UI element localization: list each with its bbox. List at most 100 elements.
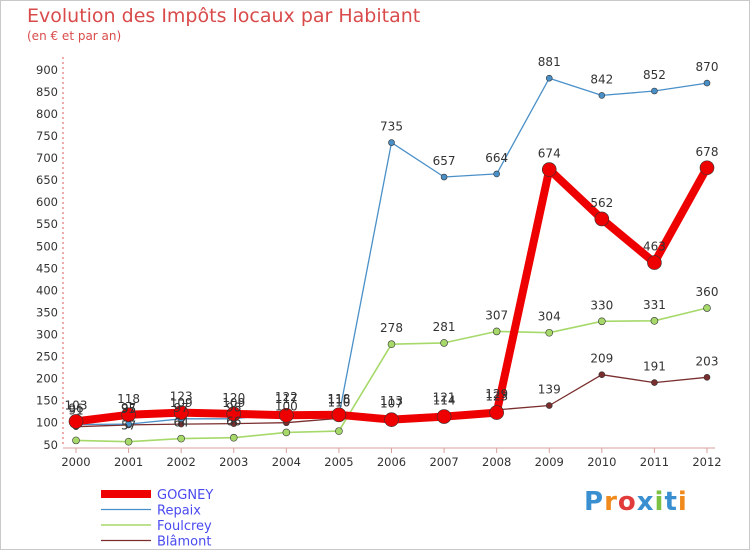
series-layer — [68, 74, 715, 446]
x-tick-label: 2006 — [377, 455, 406, 469]
logo-letter: P — [584, 487, 605, 517]
data-point — [703, 304, 711, 312]
data-label: 360 — [696, 285, 719, 299]
data-point — [121, 407, 136, 423]
y-tick-label: 500 — [36, 239, 58, 253]
y-tick-label: 400 — [36, 283, 58, 297]
data-label: 109 — [170, 396, 193, 410]
data-point — [598, 371, 606, 378]
data-label: 139 — [538, 383, 561, 397]
x-tick-label: 2012 — [692, 455, 721, 469]
data-point — [387, 340, 396, 349]
data-point — [489, 405, 504, 420]
data-label: 463 — [643, 240, 666, 254]
y-tick-label: 150 — [36, 394, 58, 408]
y-tick-label: 300 — [36, 328, 58, 342]
data-label: 191 — [643, 360, 666, 374]
x-tick-label: 2002 — [167, 455, 196, 469]
legend-label: GOGNEY — [157, 488, 213, 503]
logo-letter: x — [636, 487, 655, 517]
data-point — [440, 173, 448, 181]
x-tick-label: 2003 — [219, 455, 248, 469]
data-label: 870 — [696, 60, 719, 74]
data-point — [651, 87, 658, 95]
data-label: 122 — [275, 390, 298, 404]
y-tick-label: 100 — [36, 416, 58, 430]
x-tick-label: 2007 — [429, 455, 458, 469]
logo-letter: i — [654, 487, 665, 517]
data-label: 674 — [538, 147, 561, 161]
legend-label: Foulcrey — [157, 519, 212, 534]
data-label: 107 — [380, 397, 403, 411]
data-label: 331 — [643, 298, 666, 312]
chart-subtitle: (en € et par an) — [27, 29, 122, 43]
data-label: 57 — [121, 419, 136, 433]
data-point — [124, 437, 133, 446]
y-tick-label: 650 — [36, 173, 58, 187]
y-tick-label: 50 — [43, 438, 58, 452]
x-tick-label: 2004 — [272, 455, 301, 469]
data-point — [440, 339, 448, 347]
data-label: 129 — [485, 387, 508, 401]
data-point — [226, 406, 242, 422]
data-point — [331, 407, 347, 423]
y-tick-label: 900 — [36, 63, 58, 77]
data-point — [650, 317, 659, 325]
data-point — [173, 405, 189, 420]
data-point — [647, 255, 662, 270]
data-label: 117 — [275, 392, 298, 406]
y-tick-label: 200 — [36, 372, 58, 386]
data-label: 123 — [485, 390, 508, 404]
data-label: 103 — [65, 398, 88, 412]
data-point — [388, 139, 395, 146]
logo-letter: r — [604, 487, 618, 517]
data-point — [436, 409, 452, 424]
data-label: 95 — [121, 402, 136, 416]
data-label: 120 — [222, 391, 245, 405]
data-point — [229, 433, 238, 442]
data-point — [545, 74, 553, 82]
data-label: 664 — [485, 151, 508, 165]
data-label: 96 — [68, 402, 83, 416]
data-label: 307 — [485, 308, 508, 322]
data-label: 657 — [433, 154, 456, 168]
logo-letter: o — [617, 487, 637, 517]
y-tick-label: 750 — [36, 129, 58, 143]
x-tick-label: 2005 — [324, 455, 353, 469]
data-label: 121 — [433, 390, 456, 404]
data-label: 562 — [590, 196, 613, 210]
legend-label: Repaix — [157, 504, 201, 519]
data-point — [493, 170, 500, 178]
x-tick-label: 2010 — [587, 455, 616, 469]
data-label: 110 — [327, 395, 350, 409]
data-point — [541, 162, 557, 177]
data-label: 842 — [590, 72, 613, 86]
data-point — [699, 160, 715, 176]
data-point — [545, 328, 554, 337]
data-label: 281 — [433, 320, 456, 334]
x-tick-label: 2000 — [61, 455, 90, 469]
x-tick-label: 2009 — [535, 455, 564, 469]
chart-title: Evolution des Impôts locaux par Habitant — [27, 5, 421, 27]
data-label: 91 — [68, 404, 83, 418]
data-point — [594, 211, 610, 227]
x-tick-label: 2008 — [482, 455, 511, 469]
y-tick-label: 700 — [36, 151, 58, 165]
x-tick-label: 2001 — [114, 455, 143, 469]
data-label: 881 — [538, 55, 561, 69]
y-tick-label: 600 — [36, 195, 58, 209]
data-label: 66 — [226, 415, 241, 429]
data-label: 97 — [174, 401, 189, 415]
data-label: 304 — [538, 310, 561, 324]
data-label: 97 — [121, 401, 136, 415]
data-label: 203 — [696, 354, 719, 368]
data-point — [177, 434, 185, 443]
data-label: 678 — [696, 145, 719, 159]
data-label: 118 — [327, 392, 350, 406]
data-label: 118 — [117, 392, 140, 406]
data-point — [335, 427, 343, 435]
legend-label: Blâmont — [157, 535, 211, 550]
